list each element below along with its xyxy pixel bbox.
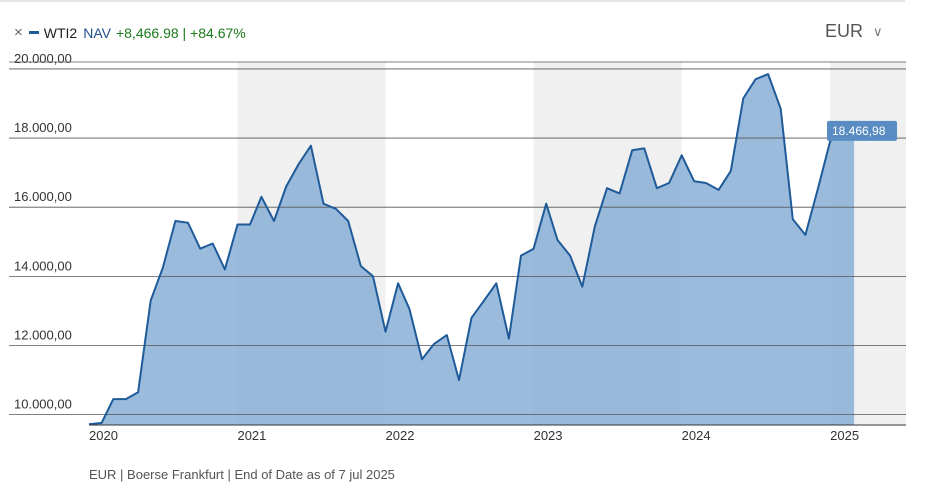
y-tick-label: 16.000,00 — [14, 189, 72, 204]
x-tick-label: 2023 — [534, 428, 563, 443]
chart-footer: EUR | Boerse Frankfurt | End of Date as … — [89, 467, 395, 482]
x-tick-label: 2020 — [89, 428, 118, 443]
y-tick-label: 10.000,00 — [14, 397, 72, 412]
x-tick-label: 2024 — [682, 428, 711, 443]
last-value-label: 18.466,98 — [832, 124, 886, 138]
x-tick-label: 2025 — [830, 428, 859, 443]
x-tick-label: 2021 — [237, 428, 266, 443]
y-tick-label: 14.000,00 — [14, 258, 72, 273]
x-tick-label: 2022 — [386, 428, 415, 443]
y-tick-label: 12.000,00 — [14, 327, 72, 342]
y-tick-label: 18.000,00 — [14, 120, 72, 135]
y-tick-label: 20.000,00 — [14, 51, 72, 66]
